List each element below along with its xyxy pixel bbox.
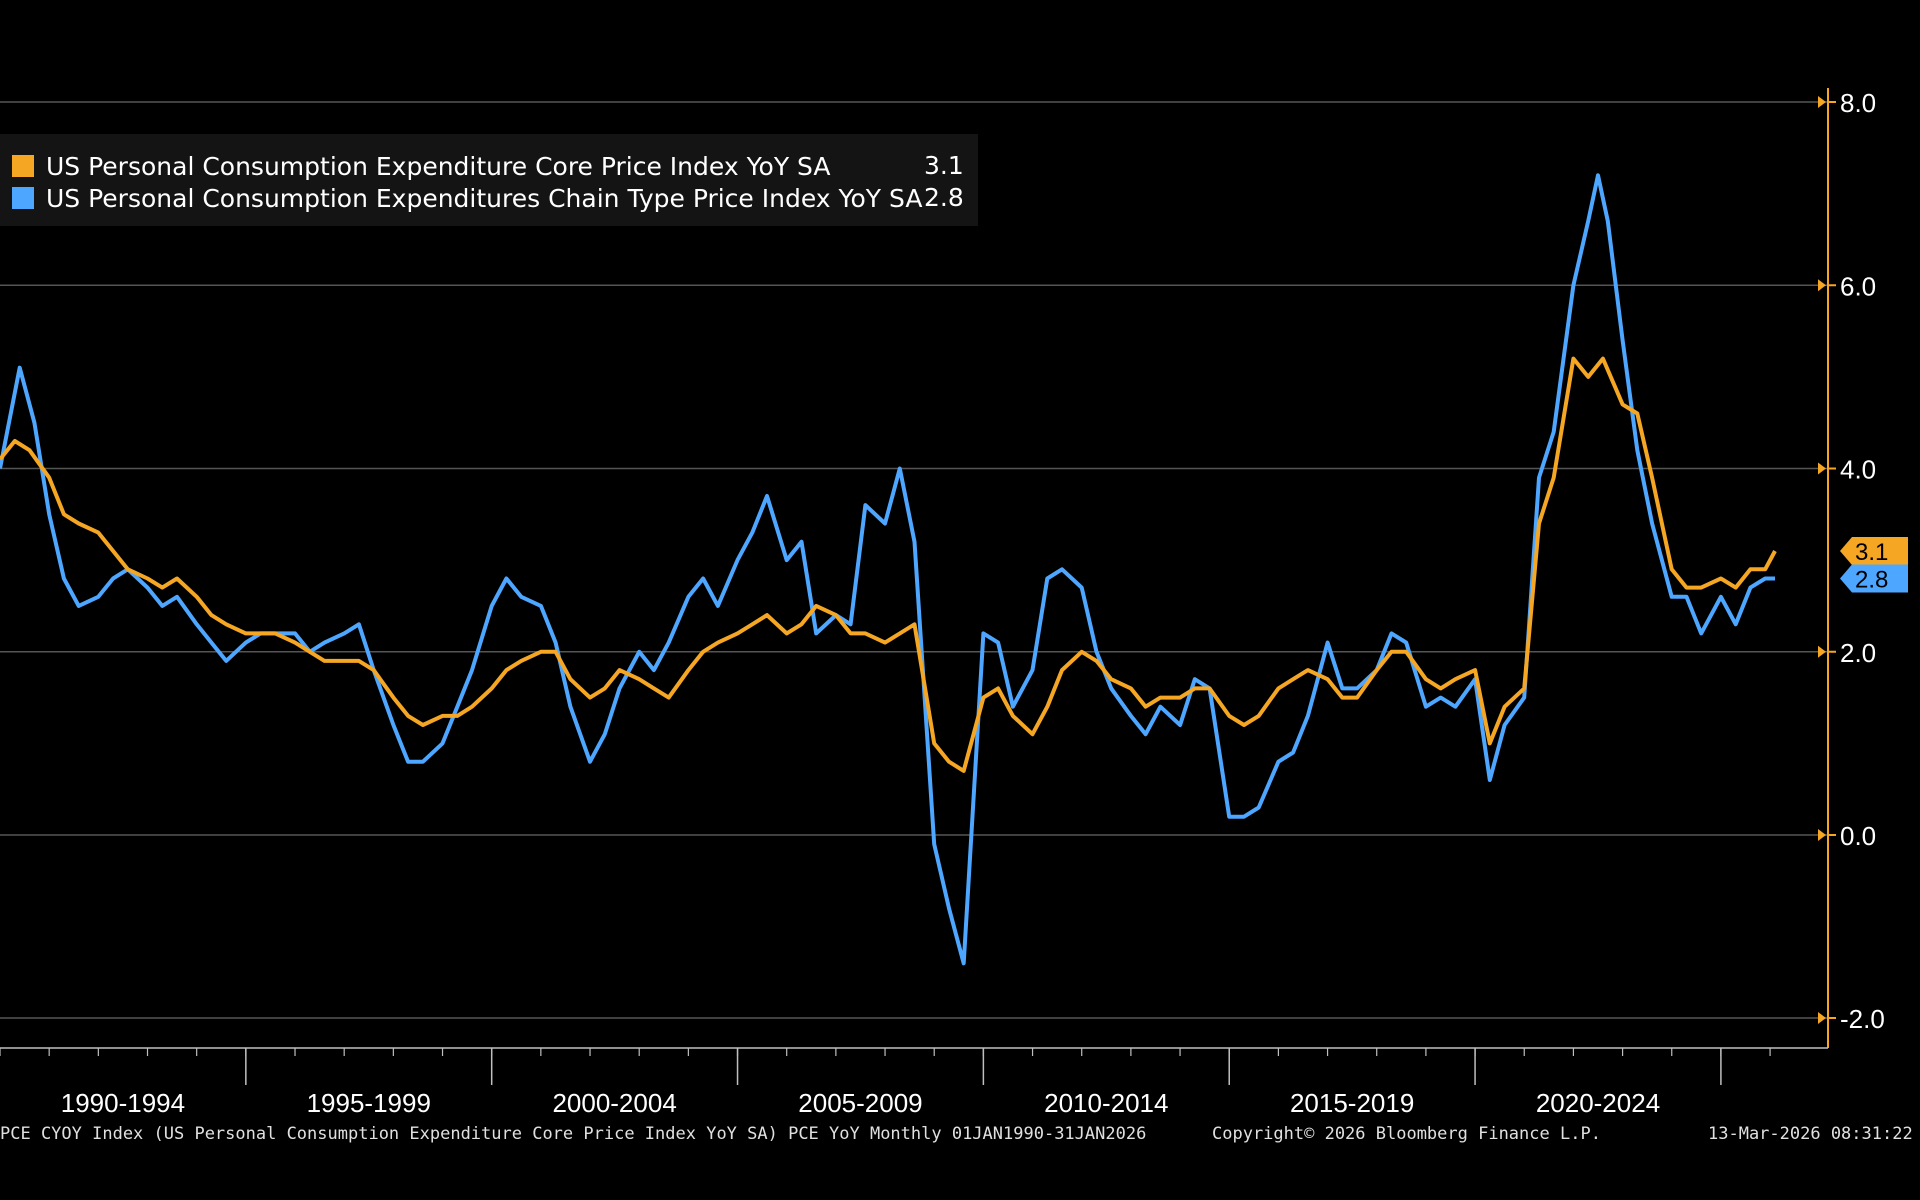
last-value-markers: 3.12.8 — [1840, 536, 1908, 593]
y-tick-arrow — [1818, 1012, 1826, 1024]
x-axis: 1990-1994 1995-1999 2000-2004 2005-2009 2010… — [0, 1047, 1828, 1118]
x-period-label: 2020-2024 — [1536, 1088, 1660, 1118]
footer-source: PCE CYOY Index (US Personal Consumption … — [0, 1124, 1147, 1144]
last-value-marker-core: 3.1 — [1840, 536, 1908, 566]
legend-value-core: 3.1 — [924, 151, 964, 180]
series-layer — [0, 173, 1777, 966]
legend-swatch-core — [12, 155, 34, 177]
legend-item-headline: US Personal Consumption Expenditures Cha… — [12, 182, 922, 214]
core-pce-line — [0, 356, 1777, 773]
last-value-marker-headline: 2.8 — [1840, 564, 1908, 593]
marker-value: 2.8 — [1855, 566, 1888, 593]
headline-pce-line — [0, 173, 1775, 966]
x-period-label: 2010-2014 — [1044, 1088, 1168, 1118]
y-tick-label: -2.0 — [1840, 1004, 1885, 1034]
footer-timestamp: 13-Mar-2026 08:31:22 — [1708, 1124, 1913, 1144]
legend-label-core: US Personal Consumption Expenditure Core… — [46, 151, 831, 181]
marker-box — [1840, 536, 1908, 565]
grid-layer — [0, 101, 1828, 1019]
x-period-label: 2015-2019 — [1290, 1088, 1414, 1118]
y-tick-arrow — [1818, 829, 1826, 841]
y-tick-label: 6.0 — [1840, 271, 1876, 301]
y-tick-arrow — [1818, 279, 1826, 292]
legend-value-headline: 2.8 — [924, 183, 964, 212]
legend-label-headline: US Personal Consumption Expenditures Cha… — [46, 183, 923, 213]
y-tick-arrow — [1818, 645, 1826, 658]
legend-item-core: US Personal Consumption Expenditure Core… — [12, 150, 830, 182]
y-tick-arrow — [1818, 462, 1826, 475]
marker-box — [1840, 564, 1908, 593]
x-period-label: 2005-2009 — [798, 1088, 922, 1118]
x-period-label: 1995-1999 — [307, 1088, 431, 1118]
y-tick-label: 2.0 — [1840, 638, 1876, 668]
y-axis: 8.0 6.0 4.0 2.0 0.0 -2.0 — [1818, 88, 1885, 1048]
x-period-label: 2000-2004 — [552, 1088, 676, 1118]
marker-value: 3.1 — [1855, 539, 1888, 566]
legend: US Personal Consumption Expenditure Core… — [0, 134, 978, 226]
y-tick-label: 0.0 — [1840, 821, 1876, 851]
footer-copyright: Copyright© 2026 Bloomberg Finance L.P. — [1212, 1124, 1601, 1144]
legend-swatch-headline — [12, 187, 34, 209]
x-period-label: 1990-1994 — [61, 1088, 185, 1118]
y-tick-arrow — [1818, 96, 1826, 108]
y-tick-label: 4.0 — [1840, 455, 1876, 485]
y-tick-label: 8.0 — [1840, 88, 1876, 118]
